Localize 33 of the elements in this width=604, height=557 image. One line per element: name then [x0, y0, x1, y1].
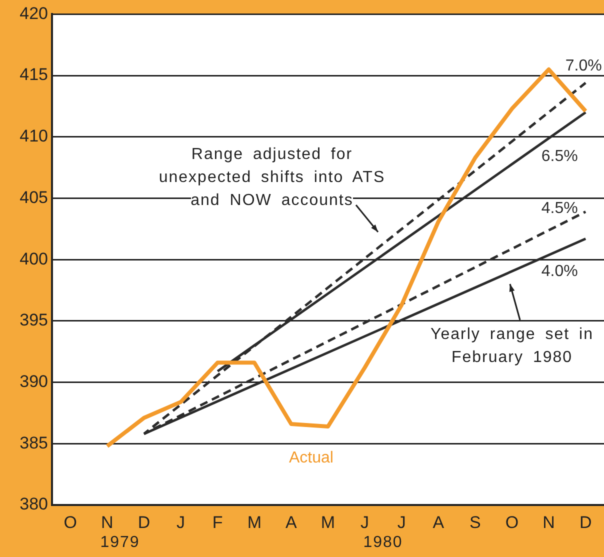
- text: 1979: [100, 534, 140, 551]
- x-tick-label: J: [176, 512, 186, 532]
- x-tick-label: N: [101, 512, 114, 532]
- x-tick-label: J: [360, 512, 370, 532]
- x-tick-label: O: [505, 512, 519, 532]
- y-tick-label: 410: [20, 126, 48, 146]
- x-tick-label: S: [470, 512, 481, 532]
- x-tick-label: D: [138, 512, 150, 532]
- y-tick-label: 380: [20, 494, 48, 514]
- x-tick-label: A: [286, 512, 298, 532]
- x-tick-label: D: [579, 512, 592, 532]
- text: 1980: [363, 534, 403, 551]
- y-tick-label: 385: [20, 433, 48, 452]
- y-tick-label: 415: [20, 65, 48, 84]
- y-tick-label: 405: [20, 188, 48, 207]
- x-tick-label: N: [542, 512, 555, 532]
- series-label: 4.5%: [541, 200, 578, 218]
- y-tick-label: 400: [20, 249, 48, 268]
- x-tick-label: M: [320, 512, 336, 532]
- y-tick-label: 390: [20, 372, 48, 391]
- x-tick-label: F: [212, 512, 223, 532]
- x-tick-label: A: [432, 512, 445, 532]
- y-tick-label: 395: [20, 310, 48, 330]
- x-tick-label: M: [247, 512, 262, 532]
- series-label: 7.0%: [565, 57, 602, 74]
- x-tick-label: O: [64, 512, 78, 532]
- series-label: 6.5%: [541, 148, 578, 165]
- series-label: 4.0%: [541, 263, 578, 280]
- annotation: Yearly range set in February 1980: [430, 326, 594, 366]
- x-tick-label: J: [397, 512, 406, 532]
- series-label: Actual: [288, 449, 334, 466]
- annotation: Range adjusted for unexpected shifts into ATS and NOW accounts: [158, 146, 386, 209]
- y-tick-label: 420: [20, 4, 48, 23]
